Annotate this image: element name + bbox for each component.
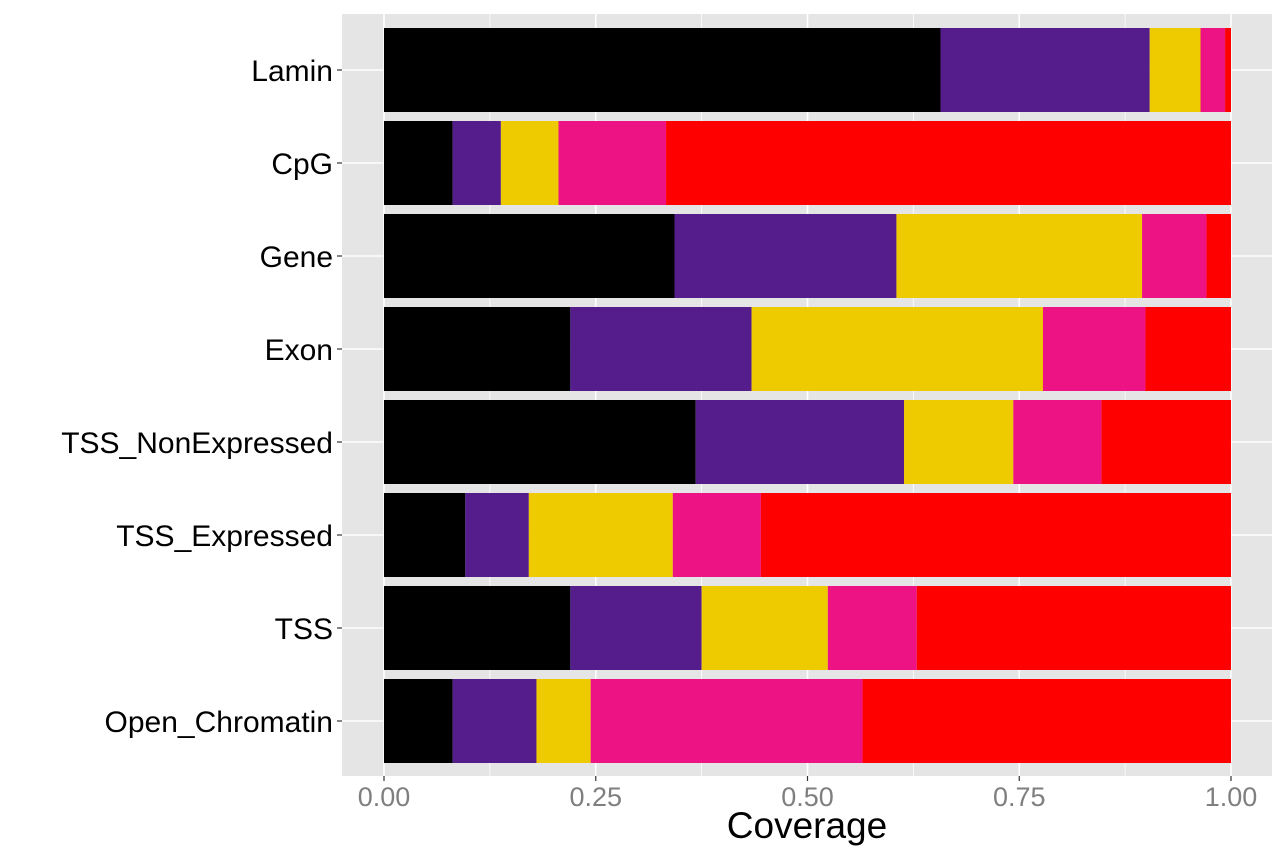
bar-segment-tss-expressed-3	[528, 493, 673, 577]
bar-segment-tss-expressed-1	[384, 493, 466, 577]
bar-segment-cpg-5	[666, 121, 1231, 205]
bar-segment-open-chromatin-2	[452, 679, 537, 763]
x-tick-label: 0.50	[781, 782, 834, 812]
bar-segment-tss-nonexpressed-1	[384, 400, 696, 484]
bar-segment-exon-3	[751, 307, 1043, 391]
x-axis-ticks: 0.00 0.25 0.50 0.75 1.00	[358, 776, 1258, 812]
bar-segment-gene-2	[674, 214, 897, 298]
bar-segment-open-chromatin-1	[384, 679, 453, 763]
bar-segment-open-chromatin-4	[590, 679, 863, 763]
bar-segment-tss-3	[701, 586, 828, 670]
bar-segment-lamin-2	[940, 28, 1150, 112]
bar-segment-tss-nonexpressed-3	[904, 400, 1014, 484]
bar-segment-gene-5	[1206, 214, 1231, 298]
bar-segment-gene-1	[384, 214, 675, 298]
bar-segment-exon-2	[570, 307, 752, 391]
bar-segment-gene-3	[896, 214, 1143, 298]
bar-segment-tss-2	[570, 586, 702, 670]
y-category-label: TSS	[275, 613, 333, 646]
bar-segment-open-chromatin-3	[536, 679, 591, 763]
bar-segment-tss-4	[827, 586, 917, 670]
bar-segment-lamin-5	[1225, 28, 1231, 112]
bar-segment-tss-nonexpressed-4	[1013, 400, 1102, 484]
x-tick-label: 0.00	[358, 782, 411, 812]
y-category-label: Lamin	[251, 55, 333, 88]
y-category-label: Gene	[260, 241, 333, 274]
x-axis-title: Coverage	[727, 805, 887, 846]
y-axis-labels: Lamin CpG Gene Exon TSS_NonExpressed TSS_Expr…	[61, 55, 342, 739]
y-category-label: CpG	[271, 148, 333, 181]
bar-segment-exon-1	[384, 307, 571, 391]
y-category-label: Open_Chromatin	[105, 706, 333, 739]
bar-segment-tss-1	[384, 586, 571, 670]
bar-segment-tss-expressed-5	[760, 493, 1231, 577]
bar-segment-tss-nonexpressed-2	[695, 400, 905, 484]
bar-segment-cpg-3	[500, 121, 559, 205]
bar-segment-tss-expressed-4	[672, 493, 761, 577]
bar-segment-lamin-1	[384, 28, 941, 112]
bar-segment-lamin-4	[1200, 28, 1226, 112]
y-category-label: Exon	[265, 334, 333, 367]
bar-segment-lamin-3	[1149, 28, 1201, 112]
bar-segment-tss-nonexpressed-5	[1101, 400, 1231, 484]
bars	[384, 28, 1231, 763]
y-category-label: TSS_NonExpressed	[61, 427, 333, 460]
x-tick-label: 0.75	[993, 782, 1046, 812]
x-tick-label: 1.00	[1205, 782, 1258, 812]
bar-segment-tss-expressed-2	[465, 493, 529, 577]
x-tick-label: 0.25	[569, 782, 622, 812]
bar-segment-cpg-2	[452, 121, 501, 205]
bar-segment-open-chromatin-5	[862, 679, 1231, 763]
bar-segment-cpg-4	[558, 121, 667, 205]
bar-segment-gene-4	[1142, 214, 1207, 298]
bar-segment-tss-5	[916, 586, 1231, 670]
bar-segment-exon-5	[1145, 307, 1231, 391]
bar-segment-cpg-1	[384, 121, 453, 205]
bar-segment-exon-4	[1042, 307, 1146, 391]
y-category-label: TSS_Expressed	[116, 520, 333, 553]
